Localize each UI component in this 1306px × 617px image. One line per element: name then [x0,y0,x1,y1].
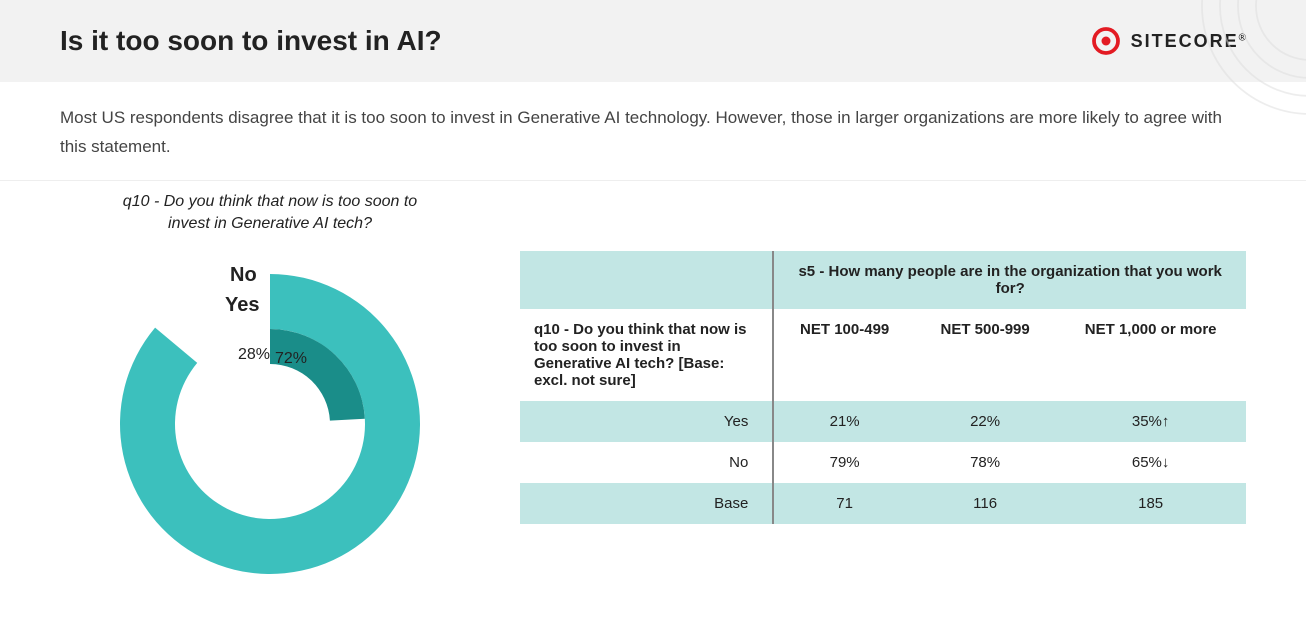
table-cell: 65%↓ [1055,442,1246,483]
brand-logo: SITECORE® [1091,26,1246,56]
brand-text: SITECORE® [1131,31,1246,52]
sitecore-icon [1091,26,1121,56]
table-cell: 185 [1055,483,1246,524]
table-span-header: s5 - How many people are in the organiza… [773,251,1246,309]
donut-label-yes: Yes [225,294,259,317]
subtitle-text: Most US respondents disagree that it is … [60,104,1246,162]
table-span-header-row: s5 - How many people are in the organiza… [520,251,1246,309]
table-cell: 78% [915,442,1055,483]
donut-caption: q10 - Do you think that now is too soon … [120,191,420,236]
table-col-header-row: q10 - Do you think that now is too soon … [520,309,1246,401]
content-region: q10 - Do you think that now is too soon … [0,181,1306,584]
table-cell: 71 [773,483,915,524]
table-row: Yes21%22%35%↑ [520,401,1246,442]
table-cell: 79% [773,442,915,483]
table-corner-blank [520,251,773,309]
table-colhdr-0: NET 100-499 [773,309,915,401]
table-row-label: No [520,442,773,483]
donut-chart: No Yes 28% 72% [100,244,440,584]
table-column: s5 - How many people are in the organiza… [520,191,1246,584]
donut-label-no: No [230,264,257,287]
header-bar: Is it too soon to invest in AI? SITECORE… [0,0,1306,82]
table-cell: 21% [773,401,915,442]
donut-pct-yes: 28% [238,346,270,364]
table-row-question: q10 - Do you think that now is too soon … [520,309,773,401]
donut-column: q10 - Do you think that now is too soon … [60,191,480,584]
donut-svg [100,244,440,584]
table-row: No79%78%65%↓ [520,442,1246,483]
donut-pct-no: 72% [275,350,307,368]
table-colhdr-2: NET 1,000 or more [1055,309,1246,401]
page-title: Is it too soon to invest in AI? [60,25,442,57]
table-cell: 116 [915,483,1055,524]
subtitle-region: Most US respondents disagree that it is … [0,82,1306,181]
table-cell: 22% [915,401,1055,442]
table-row-label: Yes [520,401,773,442]
table-colhdr-1: NET 500-999 [915,309,1055,401]
table-row: Base71116185 [520,483,1246,524]
crosstab-table: s5 - How many people are in the organiza… [520,251,1246,524]
table-row-label: Base [520,483,773,524]
table-cell: 35%↑ [1055,401,1246,442]
